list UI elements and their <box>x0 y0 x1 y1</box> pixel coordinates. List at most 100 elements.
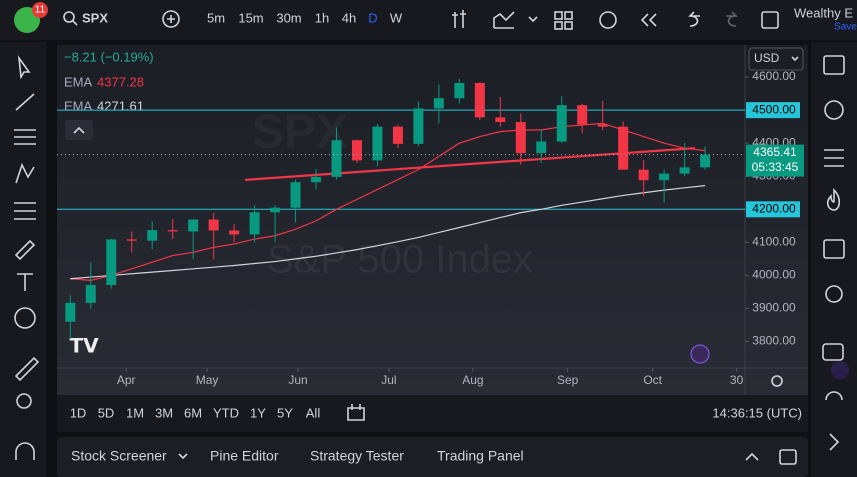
badge <box>32 2 48 18</box>
alert[interactable] <box>599 11 617 29</box>
candle-body <box>351 140 362 161</box>
candle-body <box>331 140 342 177</box>
interval[interactable]: W <box>390 10 403 25</box>
y-tick-label: 4100.00 <box>752 235 796 249</box>
assistant[interactable] <box>831 361 849 379</box>
tv-logo: 𝗧𝗩 <box>69 335 99 357</box>
legend-name: EMA <box>64 98 93 113</box>
panel-tab[interactable]: Trading Panel <box>437 448 524 464</box>
brush-tool[interactable] <box>14 239 36 261</box>
range-button[interactable]: 5D <box>98 405 115 420</box>
settings[interactable] <box>771 375 783 387</box>
panel-toggle[interactable] <box>779 449 797 465</box>
magnet-tool[interactable] <box>15 442 35 460</box>
watchlist[interactable] <box>823 55 845 75</box>
interval[interactable]: 1h <box>315 10 329 25</box>
price-label-box <box>746 102 800 119</box>
candle-body <box>556 105 567 142</box>
trend-tool[interactable] <box>15 93 35 111</box>
save[interactable]: Save <box>834 22 857 33</box>
hotlists[interactable] <box>826 188 841 211</box>
range-button[interactable]: YTD <box>213 405 239 420</box>
last-price-box <box>746 144 804 177</box>
replay[interactable] <box>640 13 657 27</box>
pattern-tool[interactable] <box>15 162 35 184</box>
forecast-tool[interactable] <box>14 202 36 220</box>
x-tick-label: Apr <box>117 373 136 387</box>
interval[interactable]: D <box>368 10 377 25</box>
candle-body <box>433 98 444 109</box>
dropdown[interactable] <box>178 453 188 460</box>
price-label-box <box>746 201 800 218</box>
y-tick-label: 3800.00 <box>752 334 796 348</box>
collapse-legend[interactable] <box>65 120 93 140</box>
x-tick-label: Jul <box>381 373 396 387</box>
range-button[interactable]: 5Y <box>277 405 293 420</box>
layout[interactable] <box>554 11 563 20</box>
redo[interactable] <box>726 11 738 27</box>
chat[interactable] <box>822 343 844 361</box>
panel-tab[interactable]: Stock Screener <box>71 448 167 464</box>
range-button[interactable]: 1M <box>126 405 144 420</box>
interval[interactable]: 4h <box>342 10 356 25</box>
candle-body <box>618 126 629 170</box>
range-button[interactable]: All <box>306 405 321 420</box>
expand[interactable] <box>829 433 840 451</box>
layout <box>564 11 573 20</box>
candle-body <box>700 154 711 168</box>
y-tick-label: 4200.00 <box>752 201 796 215</box>
range-button[interactable]: 1D <box>70 405 87 420</box>
candle-body <box>495 117 506 123</box>
x-tick-label: May <box>196 373 219 387</box>
candle-body <box>679 167 690 174</box>
currency[interactable]: USD <box>754 51 780 65</box>
interval[interactable]: 30m <box>276 10 301 25</box>
emoji-tool[interactable] <box>14 307 36 329</box>
currency-box[interactable] <box>748 47 804 71</box>
fullscreen[interactable] <box>761 11 779 29</box>
account[interactable]: Wealthy E <box>794 5 853 20</box>
dropdown[interactable] <box>528 16 538 23</box>
interval[interactable]: 5m <box>207 10 225 25</box>
range-button[interactable]: 6M <box>184 405 202 420</box>
candle-body <box>536 141 547 154</box>
ruler-tool[interactable] <box>14 356 40 382</box>
panel-tab[interactable]: Strategy Tester <box>310 448 404 464</box>
calendar[interactable] <box>823 239 845 259</box>
candle-body <box>85 285 96 303</box>
chart-type[interactable] <box>452 10 466 28</box>
date-range[interactable] <box>347 404 365 421</box>
candle-body <box>229 230 240 235</box>
x-tick-label: 30 <box>730 373 744 387</box>
y-tick-label: 4500.00 <box>752 102 796 116</box>
candle-body <box>413 108 424 144</box>
panel-tab[interactable]: Pine Editor <box>210 448 279 464</box>
x-tick-label: Jun <box>288 373 307 387</box>
legend-value: 4271.61 <box>97 98 144 113</box>
add-symbol[interactable] <box>162 10 180 28</box>
alerts[interactable] <box>824 100 844 120</box>
search-icon[interactable] <box>63 11 75 23</box>
symbol[interactable]: SPX <box>82 10 108 25</box>
maximize-panel[interactable] <box>745 452 759 461</box>
fib-tool[interactable] <box>14 129 36 145</box>
cursor-tool[interactable] <box>17 55 31 80</box>
data-window[interactable] <box>824 149 844 167</box>
candle-body <box>126 239 137 241</box>
undo[interactable] <box>688 11 700 27</box>
ideas[interactable] <box>825 285 843 303</box>
candle-body <box>597 124 608 127</box>
badge-count: 11 <box>35 5 46 16</box>
range-button[interactable]: 3M <box>155 405 173 420</box>
x-tick-label: Oct <box>643 373 662 387</box>
notifications[interactable] <box>825 391 843 401</box>
range-button[interactable]: 1Y <box>250 405 266 420</box>
flash-icon[interactable] <box>690 344 710 364</box>
indicators[interactable] <box>493 11 515 29</box>
text-tool[interactable] <box>17 273 33 291</box>
candle-body <box>147 230 158 241</box>
zoom-tool[interactable] <box>16 393 32 409</box>
interval[interactable]: 15m <box>238 10 263 25</box>
candle-body <box>515 122 526 154</box>
